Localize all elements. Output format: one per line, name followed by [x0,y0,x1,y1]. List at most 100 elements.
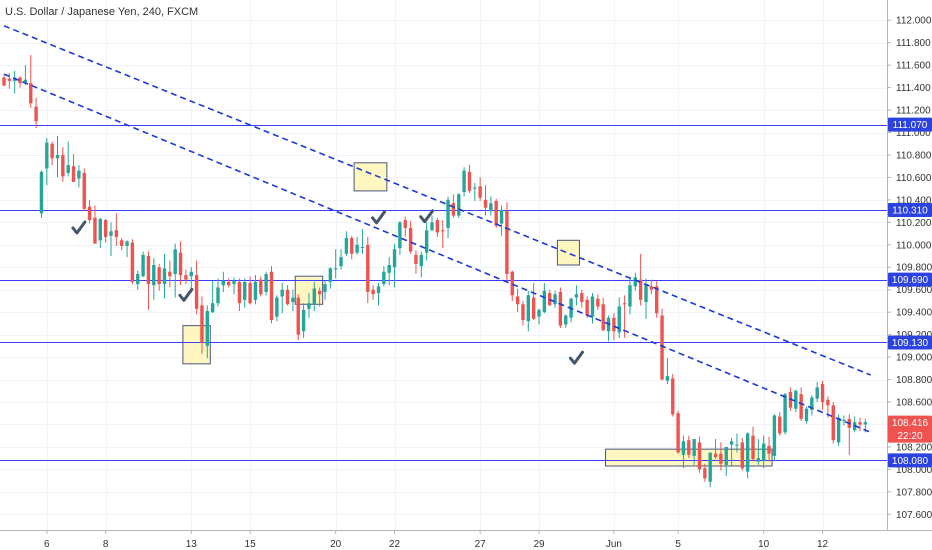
candle-body [141,254,145,277]
candle [114,213,119,246]
candle-body [756,458,761,462]
candle-body [451,203,456,216]
candle-body [863,422,868,425]
candle-body [655,286,659,314]
candle [419,251,423,278]
candle-body [275,297,279,317]
candle [269,266,274,324]
candle-body [564,315,568,325]
candle [136,270,140,290]
candle [724,446,728,477]
candle-body [542,290,547,313]
candle-body [210,303,215,313]
candle [446,196,450,239]
candle [408,221,413,254]
candle-body [735,444,739,446]
candle-body [296,297,300,335]
level-price-label: 109.130 [892,338,929,349]
candle-body [366,244,370,292]
candle [205,305,209,359]
candle-body [457,194,461,216]
candle-body [462,170,466,193]
candle-body [7,78,12,81]
candle [71,153,76,182]
candle [660,308,664,381]
price-tick-label: 111.600 [896,61,931,72]
candle [424,222,429,261]
candle [676,410,680,454]
time-tick-label: Jun [606,539,622,550]
candle [184,269,188,285]
candle-body [2,77,6,86]
candle-body [61,154,65,177]
candle [291,289,295,312]
trendline[interactable] [3,25,871,376]
candle [61,147,65,182]
candle [435,217,440,237]
candle-body [510,271,514,296]
candle-body [152,265,156,286]
candle-body [842,419,846,422]
candle-body [826,399,830,406]
trendlines[interactable] [3,25,872,434]
candle-body [574,294,579,298]
candle [39,170,44,218]
candle [740,437,744,471]
candle-body [285,289,290,305]
candle [87,199,92,224]
price-tick-label: 107.800 [896,487,932,498]
candle [537,308,541,325]
candle [296,294,300,341]
candle [858,417,862,432]
candle [334,249,338,279]
candle-body [526,295,530,322]
candle [649,279,654,295]
candle-body [644,284,648,303]
candle [499,205,504,236]
level-price-label: 111.070 [893,120,928,131]
candle-body [681,441,686,455]
trendline[interactable] [3,73,872,434]
candle-body [687,440,691,455]
time-tick-label: 15 [245,539,257,550]
checkmark-icon [371,210,386,225]
time-axis[interactable]: 6 8 13 15 20 22 27 29 Jun 5 10 12 [44,530,829,550]
candle [173,243,177,298]
candle-body [71,166,76,182]
candle [783,393,787,435]
candle [50,141,54,166]
candle-body [740,442,744,469]
candle [794,389,798,413]
candle-body [136,273,140,285]
price-tick-label: 108.600 [896,397,932,408]
candle-body [719,453,723,464]
candle [489,196,493,216]
time-tick-label: 10 [758,539,770,550]
candle-body [227,281,231,286]
candle-body [29,83,33,104]
candle [815,381,819,402]
candle-body [130,242,135,282]
candle [729,437,734,466]
bar-countdown-timer: 22:20 [897,431,922,442]
candle [301,303,306,338]
candle-body [441,230,445,232]
candle-body [505,211,509,274]
candle-body [392,249,397,268]
candle-body [344,238,349,254]
candle [189,267,193,291]
candle-body [762,443,766,461]
candle-body [355,244,359,253]
candle-body [66,165,70,173]
candle-body [692,439,696,456]
candle [285,285,290,306]
candle-body [334,268,338,270]
candle-body [178,252,183,276]
candle-body [430,222,434,231]
candle [553,290,557,308]
candle-body [408,227,413,252]
candle [178,241,183,286]
candle [221,271,226,292]
candle-body [435,220,440,233]
